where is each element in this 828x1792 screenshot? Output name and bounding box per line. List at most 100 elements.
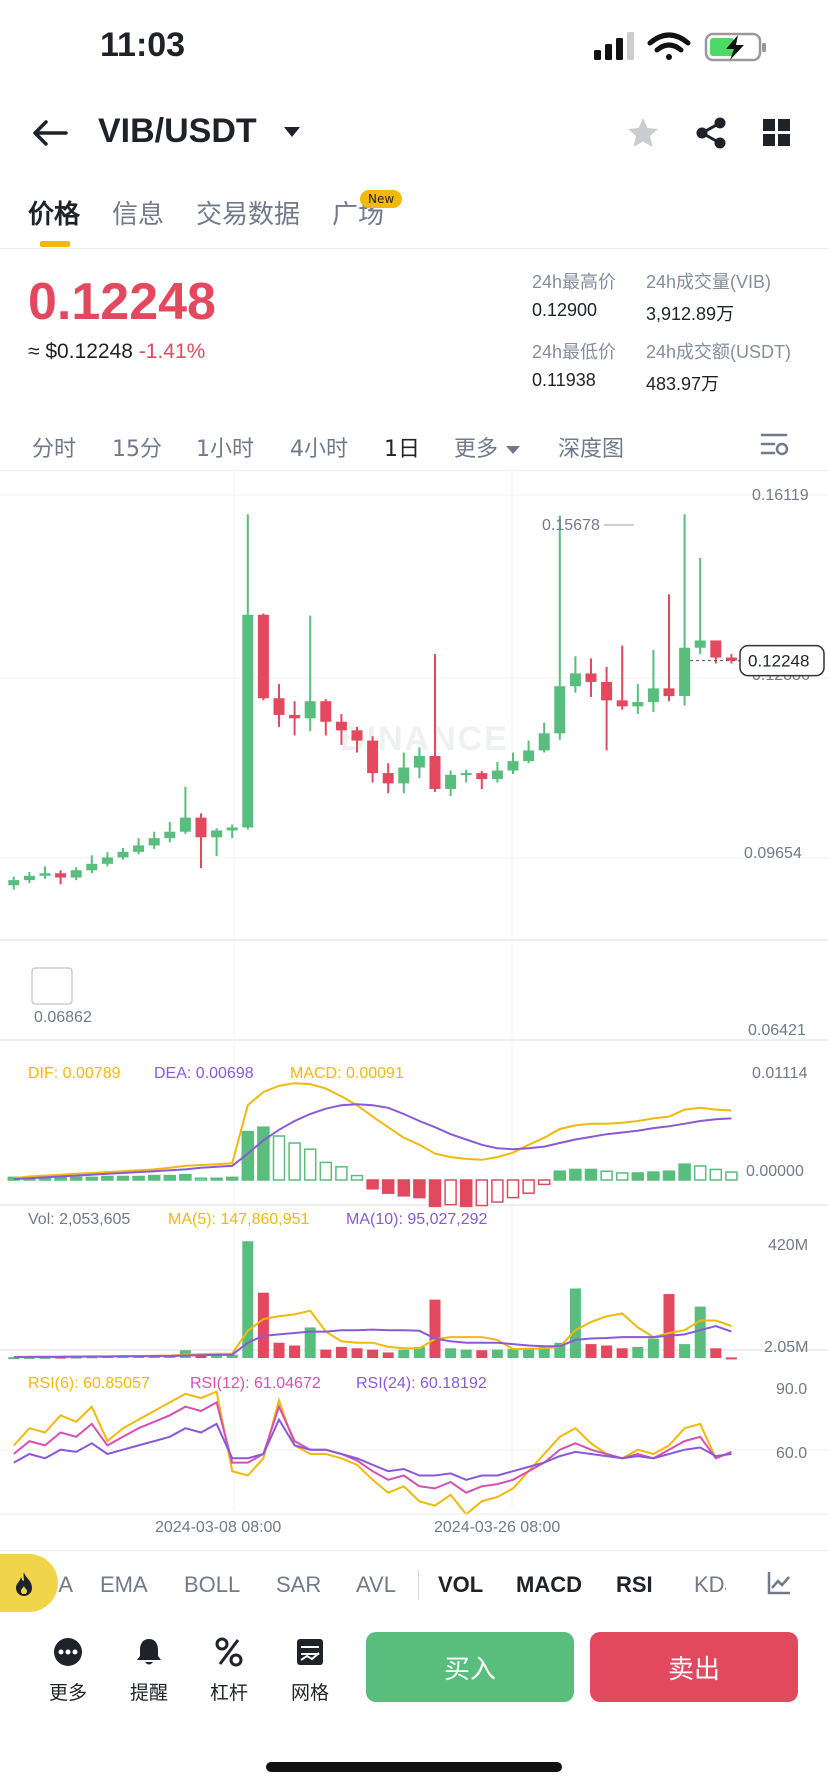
interval-more[interactable]: 更多: [454, 431, 521, 463]
volume-bar: [382, 1352, 394, 1358]
vol-ma10-label: MA(10): 95,027,292: [346, 1211, 488, 1228]
volume-bar: [242, 1241, 254, 1358]
action-more-label[interactable]: 更多: [48, 1682, 87, 1704]
macd-bar: [444, 1179, 457, 1206]
indicator-ema[interactable]: EMA: [100, 1572, 148, 1597]
volume-value: 3,912.89万: [646, 304, 735, 324]
volume-bar: [289, 1345, 301, 1358]
macd-bar: [475, 1179, 489, 1207]
candle-body: [569, 673, 581, 687]
volume-bar: [538, 1346, 550, 1358]
volume-bar: [211, 1354, 223, 1358]
interval-depth[interactable]: 深度图: [558, 437, 625, 462]
interval-15m[interactable]: 15分: [112, 437, 162, 462]
macd-bar: [537, 1179, 551, 1186]
action-alert-label[interactable]: 提醒: [129, 1682, 168, 1704]
candle-body: [632, 702, 644, 707]
macd-bar: [615, 1172, 629, 1181]
rsi24-label: RSI(24): 60.18192: [356, 1375, 487, 1392]
volume-bar: [226, 1354, 238, 1358]
tab-info[interactable]: 信息: [112, 200, 165, 230]
macd-bar: [225, 1176, 239, 1181]
pair-selector[interactable]: VIB/USDT: [98, 112, 257, 151]
action-leverage-label[interactable]: 杠杆: [209, 1682, 248, 1704]
tab-trading-data[interactable]: 交易数据: [196, 200, 301, 230]
pair-title: VIB/USDT: [98, 112, 257, 150]
tab-price[interactable]: 价格: [28, 200, 81, 230]
indicator-vol[interactable]: VOL: [438, 1572, 484, 1597]
volume-bar: [710, 1348, 722, 1358]
candle-body: [491, 770, 503, 780]
volume-bar: [585, 1344, 597, 1358]
back-arrow-icon[interactable]: [30, 118, 70, 148]
interval-1h[interactable]: 1小时: [196, 437, 254, 462]
macd-bar: [569, 1168, 582, 1181]
bell-icon[interactable]: [134, 1636, 164, 1668]
interval-1d[interactable]: 1日: [384, 437, 420, 462]
sell-button[interactable]: 卖出: [590, 1632, 798, 1702]
candle-body: [8, 880, 20, 886]
volume-bar: [632, 1346, 644, 1358]
chevron-down-icon: [506, 446, 521, 454]
macd-bar: [397, 1179, 411, 1197]
macd-bar: [381, 1179, 395, 1194]
buy-button[interactable]: 买入: [366, 1632, 574, 1702]
macd-bar: [459, 1179, 473, 1208]
volume-bar: [367, 1349, 379, 1358]
candle-body: [460, 773, 472, 776]
macd-bar: [179, 1173, 192, 1181]
interval-more-label: 更多: [454, 437, 499, 462]
indicator-boll[interactable]: BOLL: [184, 1572, 241, 1597]
macd-bar: [335, 1166, 348, 1181]
macd-bar: [725, 1171, 738, 1181]
candle-body: [242, 614, 254, 828]
volume-bar: [351, 1348, 363, 1358]
indicator-rsi[interactable]: RSI: [616, 1572, 653, 1597]
chart-settings-icon[interactable]: [760, 432, 790, 458]
indicator-sar[interactable]: SAR: [276, 1572, 322, 1597]
indicator-macd[interactable]: MACD: [516, 1572, 582, 1597]
watermark-text: BINANCE: [340, 720, 509, 758]
fiat-price-row: ≈ $0.12248 -1.41%: [28, 340, 205, 364]
fire-icon: [16, 1572, 32, 1596]
high-label: 24h最高价: [532, 272, 617, 292]
macd-bar: [147, 1174, 161, 1181]
star-icon[interactable]: [626, 116, 660, 150]
rsi6-label: RSI(6): 60.85057: [28, 1375, 150, 1392]
indicator-chart-icon[interactable]: [766, 1570, 792, 1596]
divider: [0, 1550, 828, 1551]
candle-body: [725, 657, 737, 661]
grid-menu-icon[interactable]: [762, 118, 792, 148]
low-label: 24h最低价: [532, 342, 617, 362]
divider: [0, 248, 828, 249]
volume-bar: [647, 1338, 659, 1358]
candle-body: [445, 774, 457, 789]
share-icon[interactable]: [694, 116, 728, 150]
candle-body: [70, 870, 82, 878]
interval-4h[interactable]: 4小时: [290, 437, 348, 462]
chevron-down-icon[interactable]: [282, 124, 302, 140]
home-indicator: [266, 1762, 562, 1772]
candle-body: [133, 845, 145, 852]
amount-value: 483.97万: [646, 374, 720, 394]
candle-body: [647, 688, 659, 703]
volume-bar: [679, 1344, 691, 1358]
more-icon[interactable]: [52, 1636, 84, 1668]
macd-bar: [553, 1170, 567, 1181]
grid-trading-icon[interactable]: [295, 1636, 325, 1668]
indicator-avl[interactable]: AVL: [356, 1572, 396, 1597]
current-price-tag: [739, 644, 825, 677]
kline-chart[interactable]: BINANCE0.161190.128860.096540.064210.156…: [0, 470, 828, 1550]
interval-timeshare[interactable]: 分时: [32, 437, 77, 462]
axis-label: 0.01114: [752, 1065, 808, 1082]
macd-bar: [491, 1179, 504, 1203]
macd-bar: [350, 1174, 364, 1181]
volume-bar: [491, 1349, 503, 1358]
action-grid-label[interactable]: 网格: [290, 1682, 329, 1704]
macd-bar: [366, 1179, 379, 1190]
volume-bar: [320, 1349, 332, 1358]
amount-label: 24h成交额(USDT): [646, 342, 792, 362]
hot-button[interactable]: [0, 1554, 58, 1612]
leverage-icon[interactable]: [214, 1636, 244, 1668]
macd-bar: [428, 1179, 442, 1208]
